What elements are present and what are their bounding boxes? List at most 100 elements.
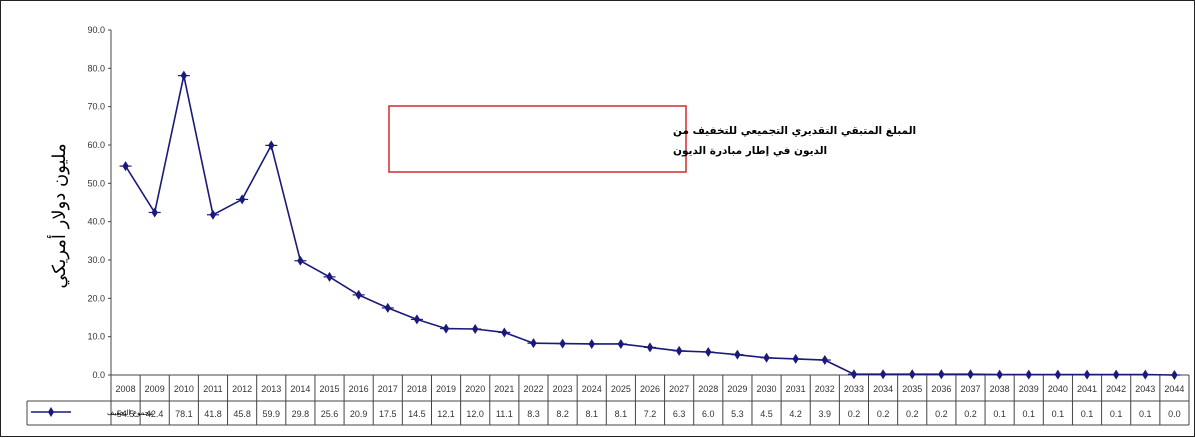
legend-marker	[48, 407, 54, 417]
data-label: 0.2	[906, 409, 919, 419]
x-tick-label: 2032	[815, 384, 835, 394]
x-tick-label: 2036	[931, 384, 951, 394]
data-label: 5.3	[731, 409, 744, 419]
legend-label: مجموع التخفيف	[107, 409, 153, 417]
x-tick-label: 2028	[698, 384, 718, 394]
y-tick-label: 50.0	[87, 178, 105, 188]
x-tick-label: 2031	[786, 384, 806, 394]
data-label: 8.3	[527, 409, 540, 419]
x-tick-label: 2040	[1048, 384, 1068, 394]
x-tick-label: 2041	[1077, 384, 1097, 394]
x-tick-label: 2042	[1106, 384, 1126, 394]
data-label: 25.6	[321, 409, 339, 419]
x-tick-label: 2037	[960, 384, 980, 394]
x-tick-label: 2030	[757, 384, 777, 394]
data-label: 0.2	[877, 409, 890, 419]
x-tick-label: 2025	[611, 384, 631, 394]
x-tick-label: 2017	[378, 384, 398, 394]
x-tick-label: 2039	[1019, 384, 1039, 394]
data-label: 3.9	[819, 409, 832, 419]
data-label: 59.9	[262, 409, 280, 419]
y-tick-label: 70.0	[87, 102, 105, 112]
x-tick-label: 2009	[145, 384, 165, 394]
data-label: 14.5	[408, 409, 426, 419]
data-label: 0.0	[1168, 409, 1181, 419]
data-label: 0.1	[1110, 409, 1123, 419]
data-label: 42.4	[146, 409, 164, 419]
annotation-border	[388, 105, 687, 173]
data-label: 0.1	[993, 409, 1006, 419]
data-label: 45.8	[233, 409, 251, 419]
data-label: 11.1	[496, 409, 513, 419]
y-tick-labels: 0.0 10.0 20.0 30.0 40.0 50.0 60.0 70.0 80.0 90.0	[87, 25, 111, 380]
x-tick-label: 2015	[319, 384, 339, 394]
x-tick-label: 2012	[232, 384, 252, 394]
data-label: 8.1	[615, 409, 628, 419]
data-label: 7.2	[644, 409, 657, 419]
x-tick-label: 2008	[116, 384, 136, 394]
annotation-line-1: المبلغ المتبقي التقديري التجميعي للتخفيف…	[673, 125, 916, 137]
y-tick-label: 30.0	[87, 255, 105, 265]
y-axis-label-group: مليون دولار أمريكي	[47, 143, 70, 288]
x-tick-label: 2034	[873, 384, 893, 394]
data-value-labels: 54.5 42.4 78.1 41.8 45.8 59.9 29.8 25.6 20.9 17.5…	[117, 409, 1181, 419]
data-label: 8.1	[585, 409, 598, 419]
data-table-grid	[26, 374, 1190, 426]
data-label: 41.8	[204, 409, 222, 419]
data-label: 0.1	[1022, 409, 1035, 419]
x-tick-label: 2024	[582, 384, 602, 394]
data-label: 0.1	[1139, 409, 1152, 419]
x-tick-label: 2027	[669, 384, 689, 394]
data-label: 4.5	[760, 409, 773, 419]
data-label: 20.9	[350, 409, 368, 419]
y-tick-label: 80.0	[87, 63, 105, 73]
data-label: 4.2	[789, 409, 802, 419]
data-label: 0.2	[848, 409, 861, 419]
y-tick-label: 90.0	[87, 25, 105, 35]
x-tick-label: 2023	[553, 384, 573, 394]
x-tick-labels: 2008 2009 2010 2011 2012 2013 2014 2015 2016 2017…	[116, 384, 1185, 394]
x-tick-label: 2044	[1164, 384, 1184, 394]
data-label: 0.1	[1081, 409, 1094, 419]
y-tick-label: 40.0	[87, 217, 105, 227]
x-tick-label: 2011	[203, 384, 222, 394]
y-tick-label: 60.0	[87, 140, 105, 150]
data-label: 6.3	[673, 409, 686, 419]
y-axis-label: مليون دولار أمريكي	[47, 143, 70, 288]
x-tick-label: 2016	[349, 384, 369, 394]
x-tick-label: 2014	[290, 384, 310, 394]
data-label: 12.1	[437, 409, 455, 419]
annotation-line-2: الديون في إطار مبادرة الديون	[673, 145, 827, 157]
y-tick-label: 20.0	[87, 293, 105, 303]
data-label: 54.5	[117, 409, 135, 419]
legend: مجموع التخفيف	[31, 407, 153, 417]
x-tick-label: 2021	[494, 384, 514, 394]
data-label: 17.5	[379, 409, 397, 419]
x-tick-label: 2018	[407, 384, 427, 394]
x-tick-label: 2013	[261, 384, 281, 394]
x-tick-label: 2043	[1135, 384, 1155, 394]
x-tick-label: 2026	[640, 384, 660, 394]
data-label: 8.2	[556, 409, 569, 419]
data-label: 6.0	[702, 409, 715, 419]
x-tick-label: 2022	[523, 384, 543, 394]
data-label: 12.0	[466, 409, 484, 419]
y-tick-label: 10.0	[87, 332, 105, 342]
data-label: 0.2	[935, 409, 948, 419]
data-label: 29.8	[292, 409, 310, 419]
x-tick-label: 2019	[436, 384, 456, 394]
series-total-relief	[119, 70, 1181, 380]
annotation-box: المبلغ المتبقي التقديري التجميعي للتخفيف…	[388, 105, 916, 173]
x-tick-label: 2020	[465, 384, 485, 394]
y-tick-label: 0.0	[92, 370, 105, 380]
x-tick-label: 2038	[990, 384, 1010, 394]
x-tick-label: 2035	[902, 384, 922, 394]
data-label: 78.1	[175, 409, 193, 419]
x-tick-label: 2029	[727, 384, 747, 394]
x-tick-label: 2010	[174, 384, 194, 394]
x-tick-label: 2033	[844, 384, 864, 394]
data-label: 0.1	[1052, 409, 1065, 419]
data-label: 0.2	[964, 409, 977, 419]
